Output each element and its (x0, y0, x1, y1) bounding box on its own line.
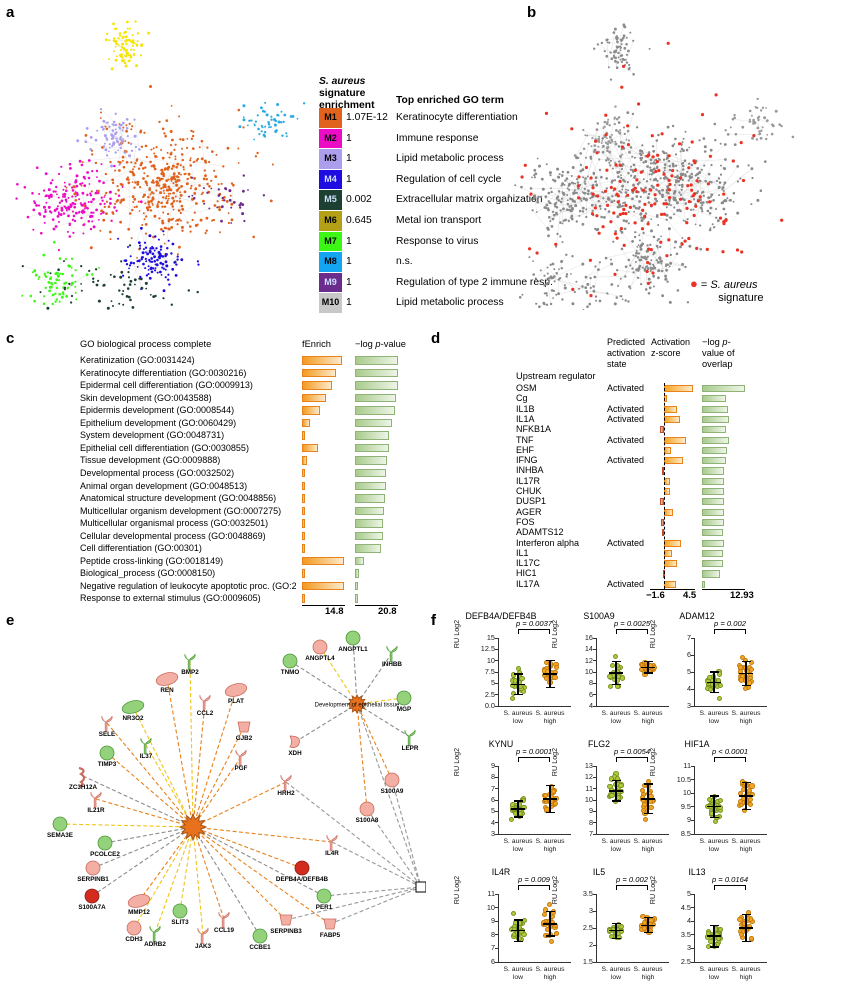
svg-text:TIMP3: TIMP3 (98, 761, 117, 768)
svg-text:S100A9: S100A9 (381, 788, 404, 795)
svg-text:MMP12: MMP12 (128, 909, 150, 916)
svg-text:SELE: SELE (99, 731, 115, 738)
svg-text:S100A7A: S100A7A (78, 904, 106, 911)
svg-text:ANGPTL4: ANGPTL4 (305, 655, 335, 662)
svg-text:SERPINB3: SERPINB3 (270, 928, 302, 935)
svg-text:FABP5: FABP5 (320, 932, 341, 939)
svg-text:BMP2: BMP2 (181, 669, 199, 676)
svg-text:IL37: IL37 (140, 753, 153, 760)
svg-text:PER1: PER1 (316, 904, 333, 911)
svg-text:SEMA3E: SEMA3E (47, 832, 73, 839)
svg-text:MGP: MGP (397, 706, 411, 713)
svg-text:XDH: XDH (288, 750, 302, 757)
svg-text:ANGPTL1: ANGPTL1 (338, 646, 368, 653)
svg-text:NR3O2: NR3O2 (123, 715, 144, 722)
svg-text:IL21R: IL21R (87, 807, 105, 814)
svg-text:SLIT3: SLIT3 (171, 919, 189, 926)
svg-text:PGF: PGF (235, 765, 248, 772)
svg-text:JAK3: JAK3 (195, 943, 212, 950)
svg-text:SERPINB1: SERPINB1 (77, 876, 109, 883)
svg-text:Development of epithelial tiss: Development of epithelial tissue (315, 703, 400, 709)
svg-text:IL4R: IL4R (325, 850, 339, 857)
svg-text:CCL19: CCL19 (214, 927, 234, 934)
svg-text:ZC3H12A: ZC3H12A (69, 784, 97, 791)
svg-text:REN: REN (160, 687, 174, 694)
svg-text:LEPR: LEPR (402, 745, 419, 752)
svg-text:CDH3: CDH3 (125, 936, 143, 943)
svg-text:DEFB4A/DEFB4B: DEFB4A/DEFB4B (276, 876, 329, 883)
svg-text:CCL2: CCL2 (197, 710, 214, 717)
svg-text:TNMO: TNMO (281, 669, 300, 676)
svg-text:PCOLCE2: PCOLCE2 (90, 851, 120, 858)
svg-text:S100A8: S100A8 (356, 817, 379, 824)
svg-text:CCBE1: CCBE1 (249, 944, 271, 951)
svg-text:ADRB2: ADRB2 (144, 941, 166, 948)
svg-text:PLAT: PLAT (228, 698, 244, 705)
svg-text:GJB2: GJB2 (236, 735, 253, 742)
svg-text:HRH2: HRH2 (277, 790, 295, 797)
svg-text:INHBB: INHBB (382, 661, 402, 668)
